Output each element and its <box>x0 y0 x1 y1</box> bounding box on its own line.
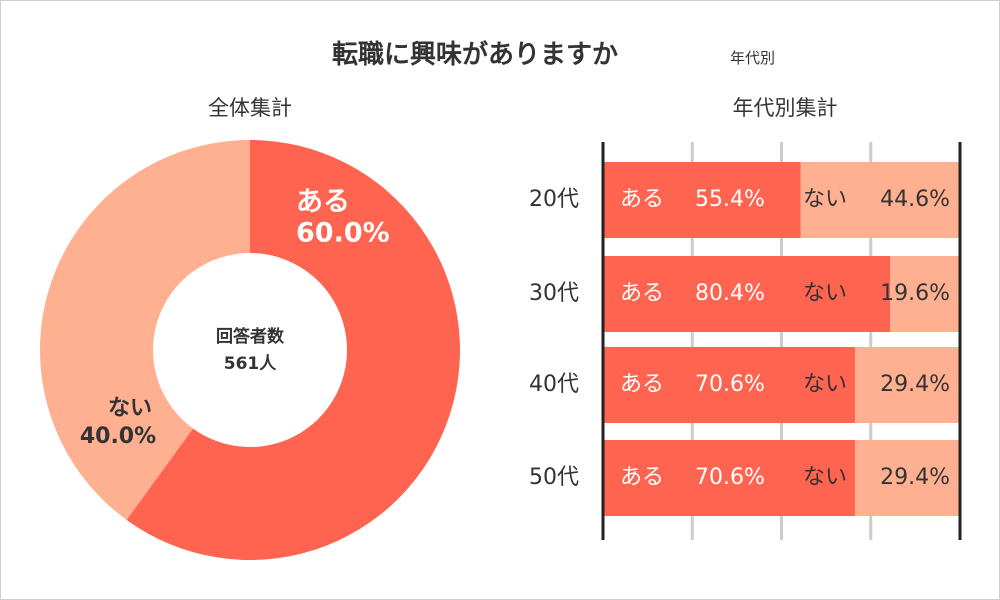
bar-series-label-nai: ない <box>803 465 847 490</box>
bar-ある-1 <box>603 256 891 332</box>
bar-value-label-aru: 70.6% <box>695 372 765 397</box>
bar-value-label-aru: 70.6% <box>695 465 765 490</box>
bar-ない-1 <box>890 256 960 332</box>
pie-slice-label-aru: ある <box>296 187 350 218</box>
bar-value-label-nai: 44.6% <box>880 187 950 212</box>
category-label-1: 30代 <box>529 281 579 306</box>
category-label-3: 50代 <box>529 465 579 490</box>
chart-title: 転職に興味がありますか <box>332 40 619 70</box>
bar-ない-0 <box>800 162 960 238</box>
bar-ない-2 <box>855 347 960 423</box>
donut-center-label: 回答者数 <box>216 326 285 347</box>
chart-subtitle: 年代別 <box>730 49 776 67</box>
pie-slice-value-nai: 40.0% <box>80 424 156 449</box>
bar-ある-2 <box>603 347 856 423</box>
bar-value-label-nai: 19.6% <box>880 281 950 306</box>
donut-title: 全体集計 <box>208 96 292 120</box>
bar-series-label-aru: ある <box>620 465 664 490</box>
bar-chart-title: 年代別集計 <box>732 96 838 120</box>
bar-value-label-aru: 80.4% <box>695 281 765 306</box>
bar-ある-0 <box>603 162 801 238</box>
bar-series-label-nai: ない <box>803 372 847 397</box>
bar-ある-3 <box>603 440 856 516</box>
pie-slice-label-nai: ない <box>108 396 152 421</box>
bar-value-label-nai: 29.4% <box>880 465 950 490</box>
bar-series-label-nai: ない <box>803 187 847 212</box>
bar-series-label-aru: ある <box>620 372 664 397</box>
pie-slice-0 <box>126 140 461 560</box>
bar-value-label-nai: 29.4% <box>880 372 950 397</box>
pie-slice-value-aru: 60.0% <box>296 218 390 249</box>
bar-series-label-aru: ある <box>620 281 664 306</box>
bar-series-label-aru: ある <box>620 187 664 212</box>
pie-slice-1 <box>40 140 251 520</box>
category-label-0: 20代 <box>529 187 579 212</box>
bar-value-label-aru: 55.4% <box>695 187 765 212</box>
bar-series-label-nai: ない <box>803 281 847 306</box>
donut-center-value: 561人 <box>224 354 277 374</box>
bar-ない-3 <box>855 440 960 516</box>
category-label-2: 40代 <box>529 372 579 397</box>
